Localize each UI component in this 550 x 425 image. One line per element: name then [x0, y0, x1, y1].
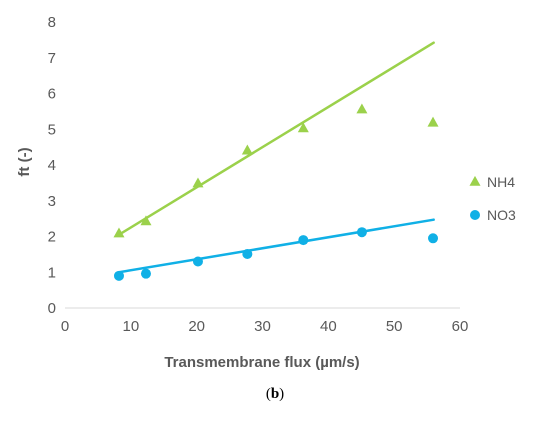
data-point-triangle [140, 215, 152, 226]
data-point-circle [356, 227, 367, 238]
x-tick-label: 60 [452, 318, 469, 335]
data-point-triangle [469, 175, 481, 186]
y-axis-ticks: 0 1 2 3 4 5 6 7 8 [48, 14, 56, 317]
data-point-circle [192, 256, 203, 267]
y-tick-label: 3 [48, 193, 56, 210]
panel-label-open: ( [265, 386, 271, 402]
data-point-circle [428, 233, 439, 244]
y-tick-label: 7 [48, 50, 56, 67]
y-axis-title: ft (-) [16, 147, 33, 176]
legend-label: NO3 [487, 207, 516, 223]
data-point-circle [140, 268, 151, 279]
y-tick-label: 6 [48, 86, 56, 103]
y-tick-label: 1 [48, 264, 56, 281]
y-tick-label: 2 [48, 229, 56, 246]
data-point-triangle [113, 227, 125, 238]
panel-label-letter: b [270, 386, 280, 402]
data-point-triangle [241, 144, 253, 155]
x-tick-label: 10 [122, 318, 139, 335]
plot-area [113, 41, 439, 281]
legend-marker-circle [470, 210, 480, 220]
data-point-circle [113, 270, 124, 281]
data-point-circle [298, 235, 309, 246]
trendline-nh4 [117, 41, 435, 236]
data-point-circle [242, 249, 253, 260]
y-tick-label: 8 [48, 14, 56, 31]
y-tick-label: 0 [48, 300, 56, 317]
trendline-no3 [117, 218, 435, 274]
legend: NH4 NO3 [469, 174, 516, 223]
x-tick-label: 20 [188, 318, 205, 335]
x-tick-label: 30 [254, 318, 271, 335]
data-point-triangle [192, 177, 204, 188]
x-tick-label: 50 [386, 318, 403, 335]
panel-label: (b) [0, 386, 550, 403]
panel-label-close: ) [279, 386, 285, 402]
y-tick-label: 5 [48, 121, 56, 138]
scatter-chart: 0 1 2 3 4 5 6 7 8 0 10 20 30 40 50 60 Transmembrane fl… [16, 14, 516, 371]
x-tick-label: 40 [320, 318, 337, 335]
x-axis-title: Transmembrane flux (µm/s) [164, 354, 359, 371]
y-tick-label: 4 [48, 157, 56, 174]
data-point-triangle [356, 103, 368, 114]
data-point-triangle [427, 116, 439, 127]
x-tick-label: 0 [61, 318, 69, 335]
legend-label: NH4 [487, 174, 515, 190]
x-axis-ticks: 0 10 20 30 40 50 60 [61, 318, 469, 335]
data-point-triangle [297, 122, 309, 133]
